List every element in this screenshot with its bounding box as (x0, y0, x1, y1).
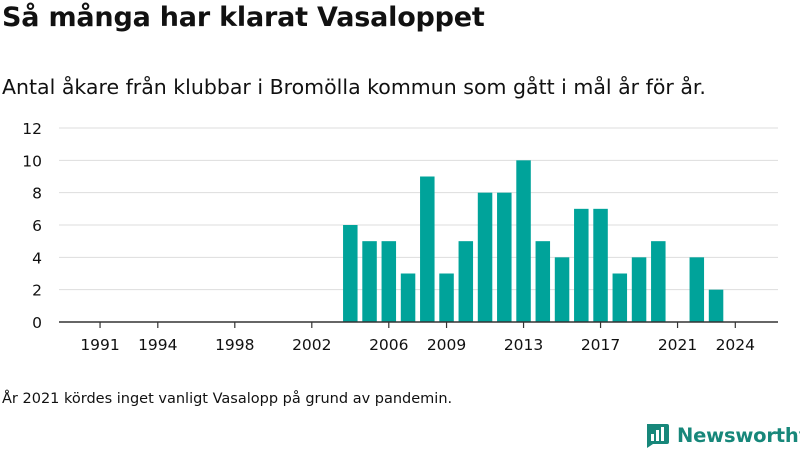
x-tick-label: 2009 (427, 336, 466, 354)
newsworthy-logo-icon (647, 424, 669, 448)
x-tick-label: 2021 (658, 336, 697, 354)
y-tick-label: 12 (22, 120, 42, 138)
bar-2013 (516, 160, 531, 322)
y-tick-label: 0 (32, 314, 42, 332)
bars (343, 160, 724, 322)
chart-subtitle: Antal åkare från klubbar i Bromölla komm… (2, 75, 706, 99)
x-axis-labels: 1991 1994 1998 2002 2006 2009 2013 2017 2021 2024 (80, 322, 755, 354)
bar-2010 (458, 241, 474, 322)
chart-area: 0 2 4 6 8 10 12 1991 1994 1998 2002 2006 2009 2013 20… (0, 110, 800, 360)
x-tick-label: 2024 (716, 336, 755, 354)
x-tick-label: 1991 (80, 336, 119, 354)
bar-2022 (689, 257, 705, 322)
y-tick-label: 4 (32, 249, 42, 267)
x-tick-label: 2002 (292, 336, 331, 354)
bar-2020 (651, 241, 666, 322)
chart-title: Så många har klarat Vasaloppet (2, 2, 485, 33)
y-axis-labels: 0 2 4 6 8 10 12 (22, 120, 42, 332)
y-tick-label: 10 (22, 152, 42, 170)
gridlines (59, 127, 778, 291)
bar-2006 (381, 241, 397, 322)
bar-2007 (400, 273, 416, 322)
x-tick-label: 2017 (581, 336, 620, 354)
y-tick-label: 8 (32, 185, 42, 203)
footnote: År 2021 kördes inget vanligt Vasalopp på… (2, 391, 453, 407)
bar-chart: 0 2 4 6 8 10 12 1991 1994 1998 2002 2006 2009 2013 20… (22, 120, 778, 354)
bar-2014 (535, 241, 551, 322)
brand-name: Newsworthy (677, 423, 800, 447)
bar-2017 (593, 208, 608, 322)
bar-2018 (612, 273, 628, 322)
bar-2004 (343, 225, 358, 322)
newsworthy-logo[interactable]: Newsworthy (644, 421, 800, 449)
bar-2005 (362, 241, 377, 322)
bar-2008 (420, 176, 435, 322)
y-tick-label: 6 (32, 217, 42, 235)
bar-2012 (497, 192, 512, 322)
x-tick-label: 1994 (138, 336, 177, 354)
bar-2009 (439, 273, 454, 322)
bar-2016 (574, 208, 589, 322)
x-tick-label: 2006 (369, 336, 408, 354)
bar-2019 (631, 257, 647, 322)
bar-2023 (708, 289, 724, 322)
y-tick-label: 2 (32, 282, 42, 300)
bar-2011 (477, 192, 493, 322)
x-tick-label: 1998 (215, 336, 254, 354)
bar-2015 (554, 257, 570, 322)
x-tick-label: 2013 (504, 336, 543, 354)
